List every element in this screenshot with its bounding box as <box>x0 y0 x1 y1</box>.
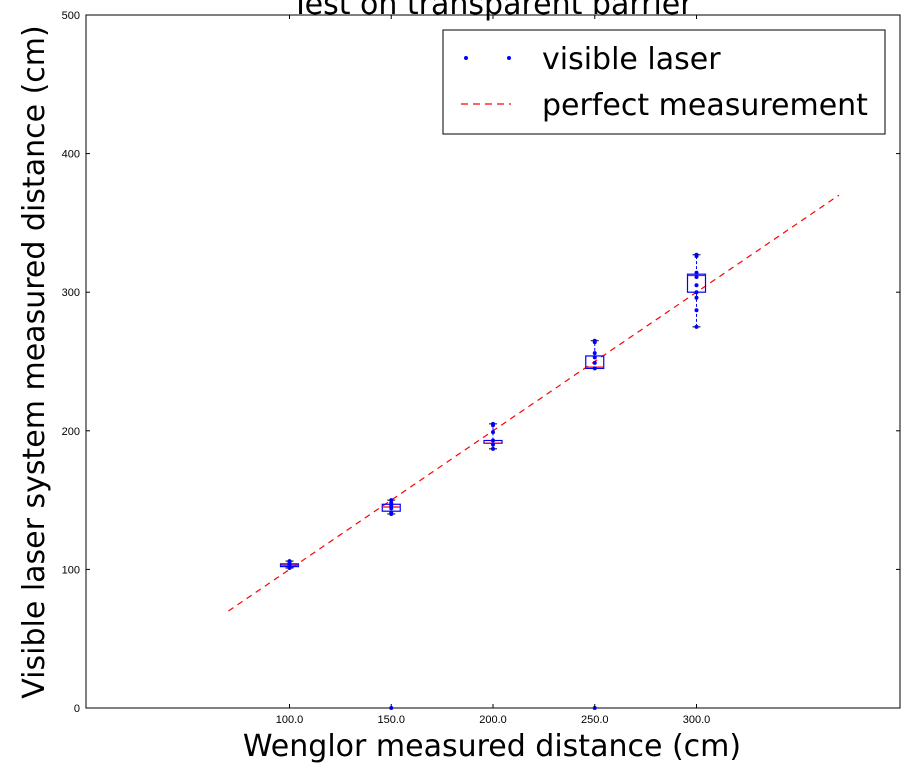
y-axis-title: Visible laser system measured distance (… <box>17 25 52 698</box>
data-point <box>592 355 597 360</box>
x-tick-label: 100.0 <box>276 714 304 726</box>
legend-marker-visible-laser-1 <box>464 56 468 60</box>
data-point <box>694 283 699 288</box>
data-point <box>491 421 495 426</box>
y-tick-label: 400 <box>62 149 80 161</box>
y-tick-label: 100 <box>62 564 80 576</box>
plot-marks <box>228 194 840 710</box>
data-point <box>694 290 699 295</box>
data-point <box>491 442 495 447</box>
data-point <box>491 446 495 451</box>
x-tick-label: 200.0 <box>479 714 507 726</box>
data-point <box>694 324 699 329</box>
legend-marker-visible-laser-2 <box>507 56 511 60</box>
data-point <box>389 498 394 503</box>
data-point <box>694 252 699 257</box>
axes: 100.0 150.0 200.0 250.0 300.0 0 100 200 300 400 50… <box>62 10 900 726</box>
perfect-measurement-line <box>228 194 840 612</box>
data-point <box>694 274 699 279</box>
y-tick-label: 200 <box>62 426 80 438</box>
data-point <box>694 270 699 275</box>
data-point <box>287 559 292 564</box>
chart-title: Test on transparent barrier <box>290 0 693 22</box>
data-point <box>389 510 394 515</box>
data-point <box>491 430 495 435</box>
data-point <box>389 500 394 505</box>
y-tick-label: 300 <box>62 287 80 299</box>
data-point <box>592 338 597 343</box>
legend-frame <box>442 29 886 135</box>
y-tick-label: 500 <box>62 10 80 22</box>
legend: visible laser perfect measurement <box>442 29 886 135</box>
x-tick-label: 150.0 <box>377 714 405 726</box>
data-point <box>592 360 597 365</box>
x-axis-title: Wenglor measured distance (cm) <box>243 729 741 764</box>
data-point <box>592 351 597 356</box>
data-point <box>389 503 394 508</box>
data-point <box>491 438 495 443</box>
data-point <box>287 566 292 571</box>
data-point <box>592 366 597 371</box>
legend-label-visible-laser: visible laser <box>542 42 721 77</box>
x-tick-label: 250.0 <box>581 714 609 726</box>
data-point <box>694 308 699 313</box>
legend-label-perfect-measurement: perfect measurement <box>542 88 868 123</box>
y-tick-label: 0 <box>74 703 80 715</box>
data-point <box>389 506 394 511</box>
data-point <box>694 295 699 300</box>
x-tick-label: 300.0 <box>683 714 711 726</box>
